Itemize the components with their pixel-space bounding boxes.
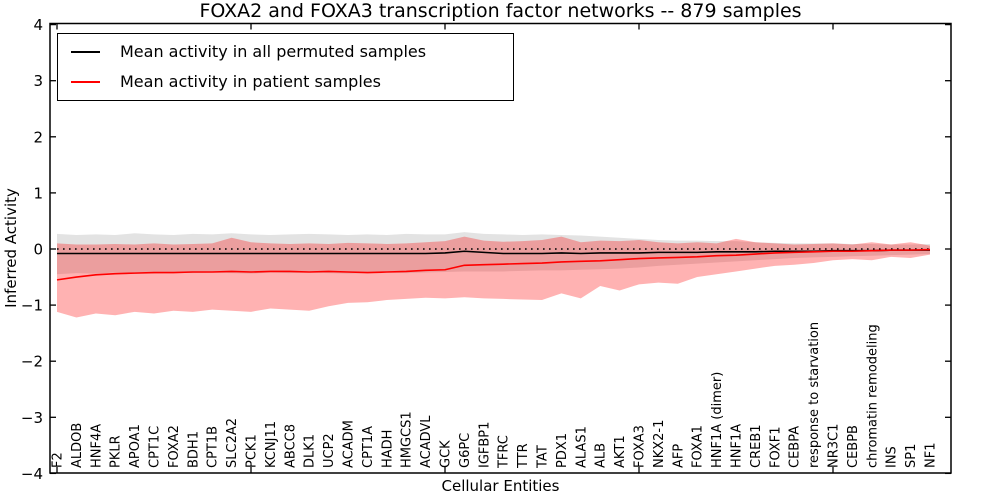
y-tick-label: −2 bbox=[21, 353, 43, 371]
x-category-label: ACADVL bbox=[419, 415, 434, 468]
y-tick-label: 4 bbox=[33, 16, 43, 34]
x-category-label: SLC2A2 bbox=[225, 418, 240, 468]
x-category-label: PDX1 bbox=[555, 433, 570, 468]
x-category-label: TTR bbox=[516, 443, 531, 469]
x-category-label: APOA1 bbox=[128, 424, 143, 468]
x-category-label: INS bbox=[885, 446, 900, 468]
x-category-label: HNF4A bbox=[89, 424, 104, 468]
x-category-label: PCK1 bbox=[245, 434, 260, 468]
x-category-label: AKT1 bbox=[613, 435, 628, 468]
x-category-label: TFRC bbox=[497, 435, 512, 469]
x-category-label: chromatin remodeling bbox=[865, 324, 880, 468]
x-category-label: HMGCS1 bbox=[400, 411, 415, 468]
x-category-label: UCP2 bbox=[322, 433, 337, 468]
legend-line-swatch-patient bbox=[71, 81, 100, 83]
y-tick-label: 0 bbox=[33, 241, 43, 259]
y-axis-label: Inferred Activity bbox=[2, 188, 20, 308]
x-axis-label: Cellular Entities bbox=[441, 477, 560, 495]
x-category-label: FOXA3 bbox=[633, 425, 648, 468]
x-category-label: CPT1A bbox=[361, 426, 376, 468]
x-category-label: G6PC bbox=[458, 433, 473, 468]
legend-item: Mean activity in patient samples bbox=[58, 70, 513, 94]
x-category-label: NR3C1 bbox=[827, 424, 842, 468]
x-category-label: FOXA2 bbox=[167, 425, 182, 468]
x-category-label: TAT bbox=[536, 445, 551, 469]
patient-mean-line bbox=[56, 248, 931, 281]
x-category-label: FOXF1 bbox=[768, 426, 783, 468]
x-category-label: HNF1A (dimer) bbox=[710, 372, 725, 468]
x-category-label: AFP bbox=[671, 444, 686, 468]
permuted-mean-line bbox=[57, 249, 930, 255]
legend: Mean activity in all permuted samples Me… bbox=[57, 33, 514, 101]
legend-label: Mean activity in all permuted samples bbox=[120, 42, 427, 61]
x-category-label: NF1 bbox=[924, 443, 939, 468]
x-category-label: PKLR bbox=[109, 435, 124, 468]
x-category-label: F2 bbox=[51, 452, 66, 468]
x-category-label: SP1 bbox=[904, 444, 919, 468]
y-tick-label: −1 bbox=[21, 297, 43, 315]
x-category-label: ALDOB bbox=[70, 423, 85, 468]
patient-band bbox=[57, 236, 930, 318]
x-category-label: CPT1B bbox=[206, 426, 221, 468]
x-category-label: CEBPB bbox=[846, 425, 861, 468]
legend-line-swatch-permuted bbox=[71, 51, 100, 53]
x-category-label: CREB1 bbox=[749, 424, 764, 468]
x-category-label: ABCC8 bbox=[283, 424, 298, 468]
x-category-label: KCNJ11 bbox=[264, 421, 279, 468]
x-category-label: FOXA1 bbox=[691, 425, 706, 468]
x-category-label: ALAS1 bbox=[574, 426, 589, 468]
x-category-label: NKX2-1 bbox=[652, 420, 667, 468]
x-category-label: HNF1A bbox=[730, 424, 745, 468]
x-category-label: CEBPA bbox=[788, 426, 803, 468]
x-category-label: ACADM bbox=[342, 420, 357, 468]
y-tick-label: −4 bbox=[21, 465, 43, 483]
y-tick-label: 3 bbox=[33, 72, 43, 90]
x-category-label: IGFBP1 bbox=[477, 422, 492, 468]
x-category-label: response to starvation bbox=[807, 322, 822, 468]
x-category-label: BDH1 bbox=[186, 431, 201, 468]
x-category-label: DLK1 bbox=[303, 434, 318, 468]
y-tick-label: 2 bbox=[33, 128, 43, 146]
y-tick-label: 1 bbox=[33, 184, 43, 202]
plot-frame bbox=[49, 22, 952, 474]
legend-item: Mean activity in all permuted samples bbox=[58, 40, 513, 64]
x-category-label: HADH bbox=[380, 430, 395, 468]
x-category-label: ALB bbox=[594, 443, 609, 468]
y-tick-label: −3 bbox=[21, 409, 43, 427]
chart-title: FOXA2 and FOXA3 transcription factor net… bbox=[199, 0, 802, 22]
x-category-label: GCK bbox=[439, 440, 454, 468]
legend-label: Mean activity in patient samples bbox=[120, 72, 381, 91]
x-category-label: CPT1C bbox=[148, 426, 163, 468]
